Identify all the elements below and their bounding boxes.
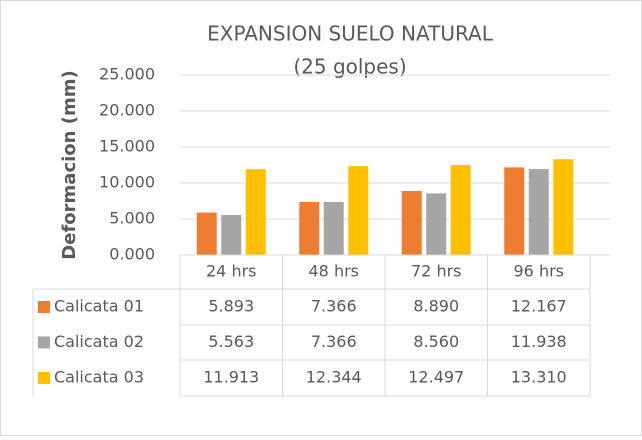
y-tick-label: 5.000: [109, 209, 155, 228]
x-tick-label: 72 hrs: [411, 262, 462, 281]
bar: [196, 212, 217, 255]
legend-label: Calicata 01: [54, 297, 144, 316]
x-tick-label: 96 hrs: [514, 262, 565, 281]
y-tick-label: 15.000: [99, 137, 155, 156]
bar: [221, 214, 242, 255]
bar: [245, 169, 266, 255]
y-tick-label: 25.000: [99, 65, 155, 84]
table-value: 8.890: [413, 297, 459, 316]
chart-title: EXPANSION SUELO NATURAL: [207, 22, 494, 46]
table-value: 8.560: [413, 332, 459, 351]
legend-key: [38, 301, 50, 313]
legend-label: Calicata 02: [54, 332, 144, 351]
bar: [426, 193, 447, 255]
table-value: 11.913: [203, 368, 259, 387]
y-tick-label: 20.000: [99, 101, 155, 120]
bar: [323, 201, 344, 255]
bar: [348, 166, 369, 255]
bar: [450, 165, 471, 255]
y-axis-label: Deformacion (mm): [59, 70, 80, 259]
y-tick-label: 0.000: [109, 245, 155, 264]
table-value: 7.366: [311, 297, 357, 316]
table-value: 12.167: [511, 297, 567, 316]
table-value: 12.344: [306, 368, 362, 387]
x-tick-label: 48 hrs: [309, 262, 360, 281]
legend-key: [38, 372, 50, 384]
table-value: 11.938: [511, 332, 567, 351]
bar: [299, 201, 320, 255]
table-value: 13.310: [511, 368, 567, 387]
y-tick-label: 10.000: [99, 173, 155, 192]
bar: [528, 169, 549, 255]
table-value: 12.497: [408, 368, 464, 387]
legend-key: [38, 336, 50, 349]
x-tick-label: 24 hrs: [206, 262, 257, 281]
legend-label: Calicata 03: [54, 368, 144, 387]
bar: [401, 190, 422, 255]
table-value: 5.893: [208, 297, 254, 316]
table-value: 5.563: [208, 332, 254, 351]
bar: [553, 159, 574, 255]
table-value: 7.366: [311, 332, 357, 351]
bar: [504, 167, 525, 255]
